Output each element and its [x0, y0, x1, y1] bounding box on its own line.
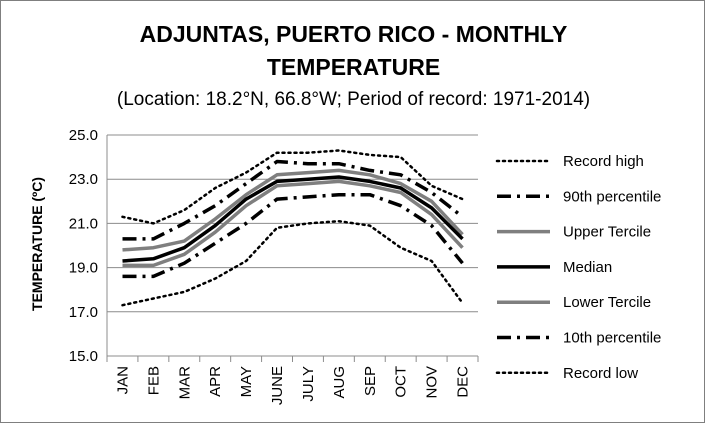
legend-label: Record low: [563, 365, 638, 382]
x-tick-label: OCT: [393, 366, 410, 398]
series-lines: [121, 149, 464, 307]
series-line-median: [122, 175, 464, 263]
chart-subtitle: (Location: 18.2°N, 66.8°W; Period of rec…: [116, 89, 591, 110]
series-line-lower-tercile: [122, 179, 464, 268]
x-tick-label: MAR: [176, 366, 193, 400]
x-tick-label: APR: [207, 366, 224, 397]
y-tick-label: 23.0: [69, 171, 98, 188]
series-line-10th-percentile: [122, 192, 464, 279]
legend-label: 10th percentile: [563, 330, 661, 347]
series-line-record-low: [121, 219, 464, 307]
legend: Record high 90th percentile Upper Tercile M…: [495, 153, 661, 382]
y-axis-title: TEMPERATURE (ºC): [29, 177, 45, 311]
x-tick-label: MAY: [238, 366, 255, 397]
y-tick-label: 19.0: [69, 260, 98, 277]
y-tick-label: 17.0: [69, 304, 98, 321]
y-tick-label: 21.0: [69, 215, 98, 232]
chart-title-line-1: ADJUNTAS, PUERTO RICO - MONTHLY: [139, 21, 568, 47]
series-line-upper-tercile: [122, 168, 464, 252]
x-tick-label: FEB: [145, 366, 162, 395]
x-tick-label: SEP: [362, 366, 379, 396]
x-tick-label: JAN: [114, 366, 131, 394]
x-tick-label: JUNE: [269, 366, 286, 405]
legend-label: Lower Tercile: [563, 294, 651, 311]
legend-label: Record high: [563, 153, 644, 170]
x-tick-label: DEC: [455, 366, 472, 398]
legend-label: 90th percentile: [563, 188, 661, 205]
x-tick-label: AUG: [331, 366, 348, 399]
series-line-record-high: [121, 149, 464, 225]
axes: 15.0 17.0 19.0 21.0 23.0 25.0 JAN FEB MAR APR MAY J…: [69, 127, 479, 405]
x-tick-label: NOV: [424, 366, 441, 399]
series-line-90th-percentile: [122, 159, 464, 241]
y-tick-label: 15.0: [69, 348, 98, 365]
y-tick-label: 25.0: [69, 127, 98, 144]
chart-title-line-2: TEMPERATURE: [266, 54, 441, 80]
legend-label: Median: [563, 259, 612, 276]
legend-label: Upper Tercile: [563, 224, 651, 241]
x-tick-label: JULY: [300, 366, 317, 402]
